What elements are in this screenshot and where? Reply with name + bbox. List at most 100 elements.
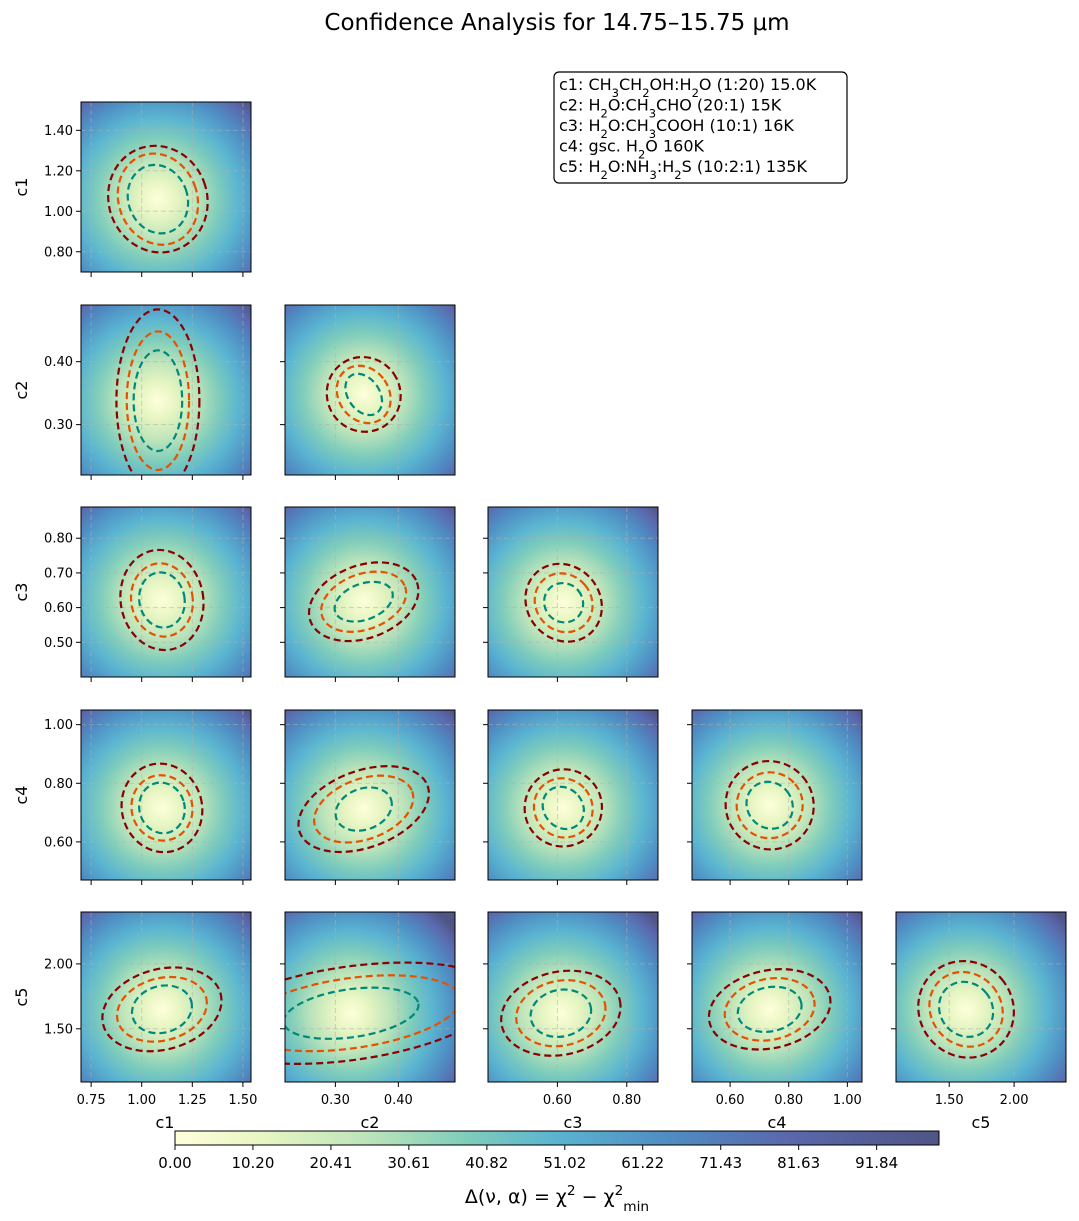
legend-frame — [553, 71, 848, 184]
y-tick-label: 0.60 — [44, 835, 73, 850]
panel-c1-c5: 0.75 1.00 1.25 1.50 1.50 2.00 c5 c1 — [12, 911, 257, 1132]
axes-frame — [487, 506, 659, 678]
y-tick-label: 0.60 — [44, 601, 73, 616]
y-axis-label: c4 — [12, 786, 31, 805]
x-tick-label: 0.40 — [384, 1093, 413, 1108]
axes-frame — [284, 506, 456, 678]
colorbar-tick-label: 20.41 — [309, 1154, 352, 1172]
contour-2sigma — [515, 979, 607, 1048]
contour-3sigma — [101, 966, 223, 1053]
heatmap-surface — [81, 710, 251, 880]
contour-3sigma — [325, 355, 402, 433]
x-tick-label: 1.50 — [935, 1093, 964, 1108]
contour-2sigma — [928, 970, 1004, 1048]
axes-frame — [80, 709, 252, 881]
panel-c1-c1: 0.80 1.00 1.20 1.40 c1 — [12, 101, 252, 277]
panel-c1-c4: 0.60 0.80 1.00 c4 — [12, 709, 252, 885]
y-tick-label: 0.40 — [44, 355, 73, 370]
x-axis-label: c1 — [156, 1113, 175, 1132]
x-axis-label: c4 — [768, 1113, 787, 1132]
heatmap-surface — [285, 507, 455, 677]
x-axis-label: c3 — [564, 1113, 583, 1132]
legend-entry: c4: gsc. H2O 160K — [559, 137, 705, 162]
x-tick-label: 1.50 — [228, 1093, 257, 1108]
contour-3sigma — [524, 562, 603, 643]
y-tick-label: 0.80 — [44, 777, 73, 792]
contour-1sigma — [334, 786, 393, 832]
panel-c2-c3 — [280, 506, 456, 682]
contour-2sigma — [532, 777, 594, 839]
axes-frame — [80, 911, 252, 1083]
legend-entry: c2: H2O:CH3CHO (20:1) 15K — [559, 96, 782, 121]
panel-c1-c3: 0.50 0.60 0.70 0.80 c3 — [12, 506, 252, 682]
contour-3sigma — [500, 969, 622, 1057]
colorbar-tick-label: 0.00 — [158, 1154, 191, 1172]
heatmap-surface — [488, 912, 658, 1082]
heatmap-surface — [285, 912, 455, 1082]
colorbar-tick-label: 10.20 — [231, 1154, 274, 1172]
colorbar: 0.00 10.20 20.41 30.61 40.82 51.02 61.22 71.43 8… — [158, 1130, 940, 1215]
contour-2sigma — [130, 774, 194, 842]
x-tick-label: 1.25 — [178, 1093, 207, 1108]
panel-c3-c3 — [483, 506, 659, 682]
y-tick-label: 1.00 — [44, 718, 73, 733]
contour-2sigma — [129, 562, 195, 638]
colorbar-tick-label: 51.02 — [543, 1154, 586, 1172]
axes-frame — [284, 304, 456, 476]
contour-3sigma — [120, 762, 204, 854]
heatmap-surface — [81, 102, 251, 272]
contour-3sigma — [119, 548, 205, 652]
panel-c5-c5: 1.50 2.00 c5 — [891, 911, 1067, 1132]
colorbar-tick-label: 61.22 — [621, 1154, 664, 1172]
x-axis-label: c5 — [972, 1113, 991, 1132]
contour-1sigma — [745, 780, 794, 830]
y-axis-label: c3 — [12, 583, 31, 602]
contour-1sigma — [333, 580, 394, 623]
contour-3sigma — [917, 959, 1015, 1059]
contour-3sigma — [523, 768, 604, 848]
y-tick-label: 1.40 — [44, 124, 73, 139]
y-tick-label: 1.00 — [44, 205, 73, 220]
contour-1sigma — [543, 581, 585, 624]
contour-1sigma — [285, 986, 420, 1040]
y-axis-label: c2 — [12, 381, 31, 400]
panel-c4-c4 — [687, 709, 863, 885]
contour-1sigma — [137, 781, 186, 835]
heatmap-surface — [81, 507, 251, 677]
x-tick-label: 0.30 — [321, 1093, 350, 1108]
contour-1sigma — [130, 984, 193, 1035]
contour-2sigma — [723, 976, 816, 1042]
contour-1sigma — [937, 980, 995, 1038]
heatmap-surface — [285, 305, 455, 475]
y-axis-label: c5 — [12, 988, 31, 1007]
legend-entry: c1: CH3CH2OH:H2O (1:20) 15.0K — [559, 75, 817, 100]
contour-1sigma — [529, 988, 593, 1039]
contour-2sigma — [320, 570, 408, 633]
colorbar-tick-label: 91.84 — [855, 1154, 898, 1172]
contour-3sigma — [297, 765, 431, 854]
heatmap-surface — [896, 912, 1066, 1082]
panel-c3-c5: 0.60 0.80 c3 — [483, 911, 659, 1132]
axes-frame — [691, 709, 863, 881]
x-tick-label: 0.75 — [77, 1093, 106, 1108]
axes-frame — [80, 304, 252, 476]
panel-c2-c5: 0.30 0.40 c2 — [280, 911, 456, 1132]
contour-2sigma — [285, 974, 455, 1053]
figure-title: Confidence Analysis for 14.75–15.75 μm — [324, 10, 789, 36]
axes-frame — [487, 709, 659, 881]
contour-3sigma — [285, 961, 455, 1065]
colorbar-tick-label: 30.61 — [387, 1154, 430, 1172]
x-tick-label: 0.80 — [612, 1093, 641, 1108]
axes-frame — [284, 709, 456, 881]
y-tick-label: 0.80 — [44, 532, 73, 547]
panel-c4-c5: 0.60 0.80 1.00 c4 — [687, 911, 863, 1132]
heatmap-surface — [692, 710, 862, 880]
contour-2sigma — [533, 572, 594, 634]
contour-3sigma — [115, 308, 201, 475]
y-axis-label: c1 — [12, 178, 31, 197]
contour-1sigma — [736, 985, 803, 1034]
y-tick-label: 1.50 — [44, 1022, 73, 1037]
x-tick-label: 1.00 — [127, 1093, 156, 1108]
